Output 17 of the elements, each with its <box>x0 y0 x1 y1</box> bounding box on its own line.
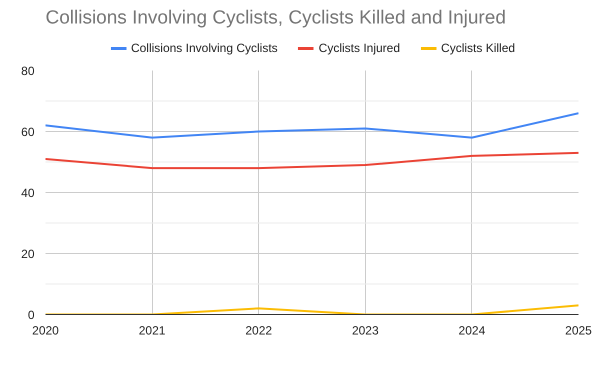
legend-label: Cyclists Injured <box>318 40 400 54</box>
x-tick-label: 2024 <box>458 324 486 338</box>
y-tick-label: 0 <box>28 308 35 322</box>
x-tick-label: 2020 <box>32 324 60 338</box>
y-tick-label: 20 <box>21 247 35 261</box>
x-tick-label: 2025 <box>565 324 592 338</box>
x-tick-label: 2023 <box>352 324 379 338</box>
y-tick-label: 40 <box>21 186 35 200</box>
chart-title: Collisions Involving Cyclists, Cyclists Killed and Injured <box>46 8 506 28</box>
legend-label: Cyclists Killed <box>441 40 516 54</box>
line-series <box>46 152 578 170</box>
line-series <box>46 112 578 139</box>
y-tick-label: 60 <box>21 125 35 139</box>
x-tick-label: 2022 <box>245 324 272 338</box>
x-tick-label: 2021 <box>138 324 166 338</box>
legend-label: Collisions Involving Cyclists <box>130 40 278 54</box>
y-tick-label: 80 <box>21 64 35 78</box>
